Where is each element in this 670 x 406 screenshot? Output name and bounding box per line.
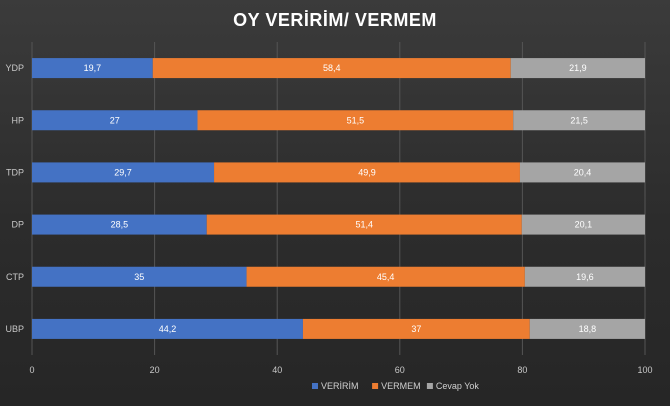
x-tick-label: 60	[395, 365, 405, 375]
x-tick-label: 100	[637, 365, 652, 375]
bar-cevap-yok	[524, 266, 645, 287]
data-label: 49,9	[358, 167, 376, 177]
legend-entry: VERİRİM	[321, 381, 359, 391]
legend-entry: Cevap Yok	[436, 381, 480, 391]
data-label: 20,4	[574, 167, 592, 177]
bar-vermem	[302, 318, 530, 339]
bar-cevap-yok	[521, 214, 645, 235]
legend-swatch	[312, 383, 318, 389]
bar-veri̇ri̇m	[32, 318, 303, 339]
y-tick-label: DP	[11, 220, 24, 230]
bar-cevap-yok	[513, 110, 645, 131]
data-label: 51,4	[355, 220, 373, 230]
bar-cevap-yok	[529, 318, 645, 339]
data-label: 20,1	[575, 220, 593, 230]
data-label: 58,4	[323, 63, 341, 73]
legend-swatch	[426, 383, 433, 389]
x-tick-label: 0	[29, 365, 34, 375]
data-label: 51,5	[347, 115, 365, 125]
x-tick-label: 20	[150, 365, 160, 375]
chart-title: OY VERİRİM/ VERMEM	[233, 10, 437, 30]
bar-cevap-yok	[519, 162, 645, 183]
y-tick-label: HP	[11, 115, 24, 125]
bar-cevap-yok	[510, 58, 645, 79]
y-tick-label: UBP	[5, 324, 24, 334]
data-label: 45,4	[377, 272, 395, 282]
y-tick-label: TDP	[6, 167, 24, 177]
legend-entry: VERMEM	[381, 381, 421, 391]
data-label: 35	[134, 272, 144, 282]
bar-vermem	[214, 162, 520, 183]
bar-veri̇ri̇m	[32, 162, 215, 183]
y-tick-label: CTP	[6, 272, 24, 282]
bar-veri̇ri̇m	[32, 110, 198, 131]
bar-veri̇ri̇m	[32, 214, 207, 235]
bar-vermem	[206, 214, 522, 235]
data-label: 29,7	[114, 167, 132, 177]
data-label: 27	[110, 115, 120, 125]
data-label: 44,2	[159, 324, 177, 334]
data-label: 19,6	[576, 272, 594, 282]
legend-swatch	[372, 383, 379, 389]
x-tick-label: 40	[272, 365, 282, 375]
bar-veri̇ri̇m	[32, 266, 247, 287]
y-tick-label: YDP	[5, 63, 24, 73]
data-label: 21,9	[569, 63, 587, 73]
data-label: 37	[411, 324, 421, 334]
bar-vermem	[246, 266, 525, 287]
data-label: 18,8	[579, 324, 597, 334]
data-label: 21,5	[570, 115, 588, 125]
bar-veri̇ri̇m	[32, 58, 153, 79]
data-label: 19,7	[84, 63, 102, 73]
bar-vermem	[197, 110, 514, 131]
data-label: 28,5	[111, 220, 129, 230]
bar-vermem	[152, 58, 511, 79]
x-tick-label: 80	[517, 365, 527, 375]
